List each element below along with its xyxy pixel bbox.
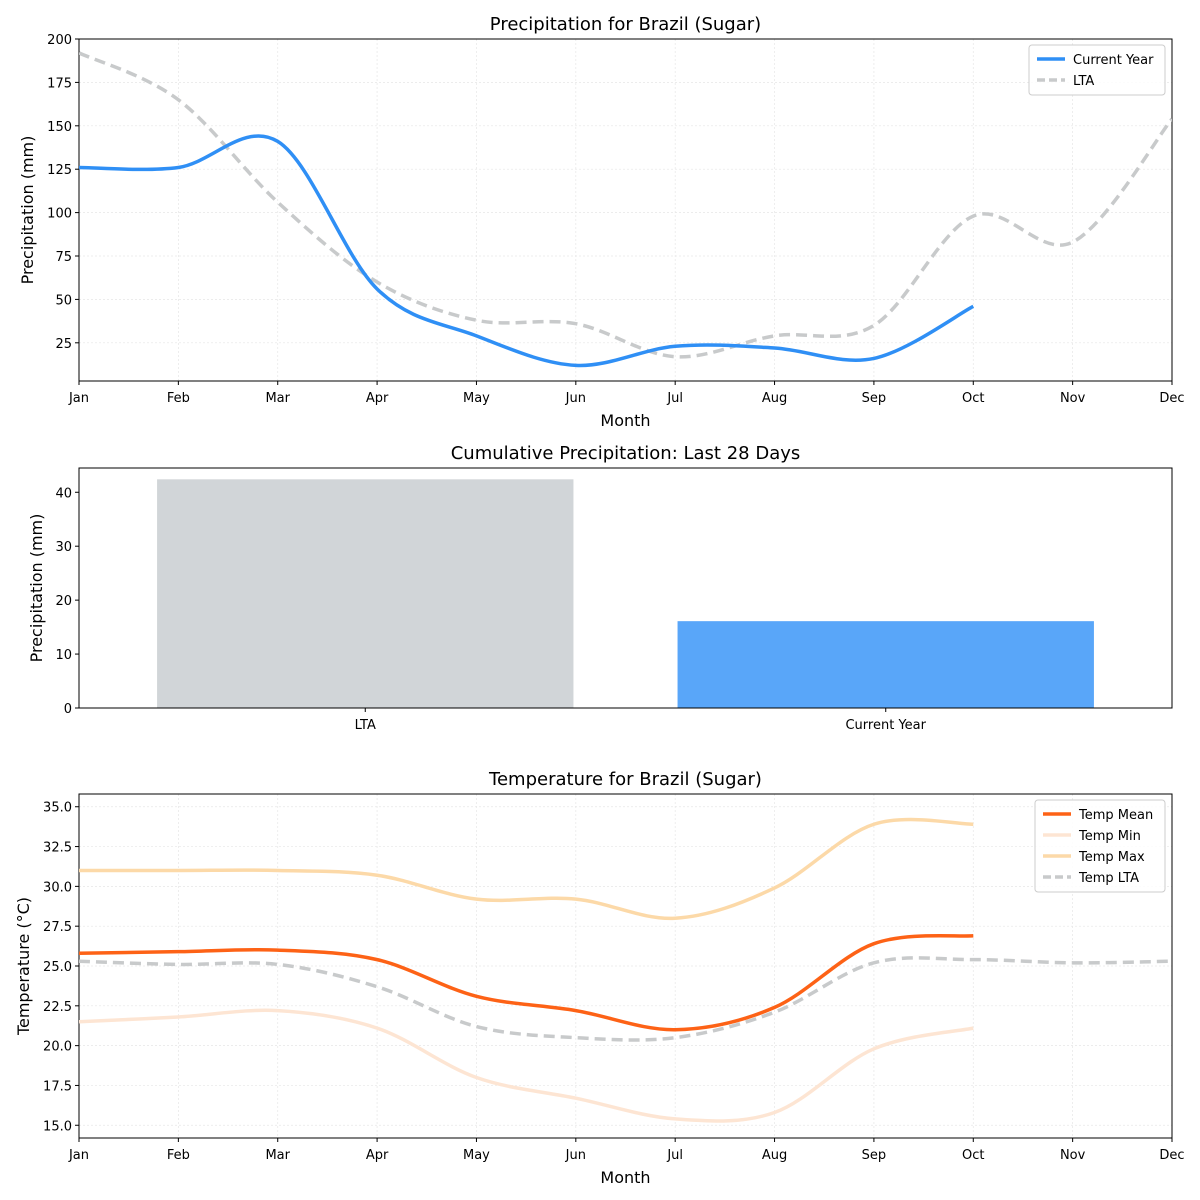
series-line-temp-max [79,817,974,921]
x-tick-label: Nov [1060,1148,1086,1163]
y-axis-label-1: Precipitation (mm) [27,514,46,663]
x-tick-label: Jun [565,1148,586,1163]
y-tick-label: 20.0 [43,1040,72,1055]
axes-frame-2 [78,793,1173,1139]
x-tick-label: Feb [167,1148,190,1163]
x-tick-label: Mar [265,1148,290,1163]
y-tick-label: 35.0 [43,801,72,816]
axes-frame-0 [78,38,1173,382]
x-tick-label: Current Year [845,718,926,733]
series-line-current-year [79,134,975,368]
y-tick-label: 20 [55,594,72,609]
y-tick-label: 200 [47,33,72,48]
x-tick-label: Oct [962,391,984,406]
x-tick-label: May [463,391,490,406]
legend-label: LTA [1073,74,1094,89]
y-tick-label: 100 [47,207,72,222]
x-tick-label: Dec [1159,391,1184,406]
bar-lta [157,479,574,708]
y-tick-label: 25 [55,337,72,352]
chart-title-2: Temperature for Brazil (Sugar) [488,769,762,790]
x-tick-label: Jul [666,391,683,406]
y-tick-label: 22.5 [43,1000,72,1015]
chart-title-0: Precipitation for Brazil (Sugar) [490,14,761,35]
x-tick-label: Sep [862,1148,887,1163]
y-tick-label: 125 [47,163,72,178]
x-axis-label-2: Month [600,1168,650,1187]
x-tick-label: Aug [762,1148,787,1163]
x-tick-label: Jan [68,1148,89,1163]
x-tick-label: Sep [862,391,887,406]
series-line-lta [79,51,1172,359]
x-tick-label: Feb [167,391,190,406]
legend-label: Current Year [1073,53,1154,68]
y-tick-label: 75 [55,250,72,265]
y-tick-label: 27.5 [43,920,72,935]
x-tick-label: Nov [1060,391,1086,406]
axes-frame-1 [78,467,1173,709]
y-axis-label-0: Precipitation (mm) [18,136,37,285]
x-tick-label: Jan [68,391,89,406]
x-tick-label: Oct [962,1148,984,1163]
y-tick-label: 50 [55,293,72,308]
legend-label: Temp Max [1078,850,1145,865]
x-tick-label: Dec [1159,1148,1184,1163]
x-axis-label-0: Month [600,411,650,430]
x-tick-label: Jun [565,391,586,406]
y-tick-label: 17.5 [43,1079,72,1094]
bar-current-year [677,621,1094,708]
y-tick-label: 40 [55,486,72,501]
chart-title-1: Cumulative Precipitation: Last 28 Days [451,443,801,464]
x-tick-label: Apr [366,391,389,406]
x-tick-label: Mar [265,391,290,406]
y-tick-label: 30 [55,540,72,555]
y-tick-label: 30.0 [43,880,72,895]
legend-label: Temp LTA [1078,871,1139,886]
x-tick-label: Apr [366,1148,389,1163]
y-tick-label: 25.0 [43,960,72,975]
x-tick-label: Aug [762,391,787,406]
y-tick-label: 175 [47,76,72,91]
y-tick-label: 150 [47,120,72,135]
legend-box [1034,799,1166,893]
y-tick-label: 32.5 [43,841,72,856]
series-line-temp-lta [79,956,1172,1042]
legend-label: Temp Min [1078,829,1141,844]
x-tick-label: May [463,1148,490,1163]
y-tick-label: 0 [64,702,72,717]
legend-label: Temp Mean [1078,808,1153,823]
y-axis-label-2: Temperature (°C) [14,897,33,1036]
x-tick-label: Jul [666,1148,683,1163]
series-line-temp-min [79,1008,974,1123]
y-tick-label: 15.0 [43,1119,72,1134]
y-tick-label: 10 [55,648,72,663]
x-tick-label: LTA [355,718,376,733]
series-line-temp-mean [79,933,974,1032]
